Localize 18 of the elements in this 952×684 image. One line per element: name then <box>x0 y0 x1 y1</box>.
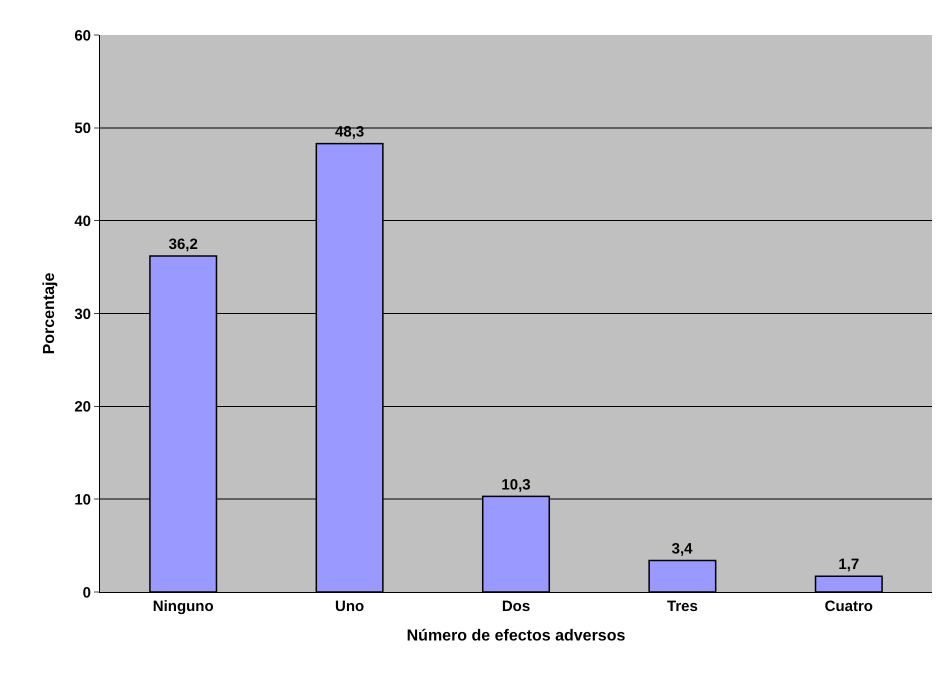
data-label: 1,7 <box>838 556 860 574</box>
x-tick-label: Uno <box>335 598 364 615</box>
y-tick-label: 30 <box>74 306 91 323</box>
y-tick-label: 50 <box>74 120 91 138</box>
y-tick-label: 40 <box>74 212 91 230</box>
y-tick-label: 20 <box>74 398 91 416</box>
y-tick-label: 10 <box>74 491 91 508</box>
x-axis-title: Número de efectos adversos <box>406 628 626 645</box>
x-tick-label: Dos <box>502 598 530 615</box>
y-tick-label: 60 <box>74 27 91 44</box>
y-axis-title: Porcentaje <box>41 272 58 354</box>
x-tick-label: Ninguno <box>152 598 214 615</box>
data-label: 10,3 <box>501 476 531 494</box>
x-tick-label: Tres <box>666 598 698 615</box>
data-label: 3,4 <box>672 540 694 558</box>
x-tick-label: Cuatro <box>824 598 873 615</box>
y-tick-label: 0 <box>82 584 91 602</box>
data-label: 36,2 <box>168 236 198 253</box>
